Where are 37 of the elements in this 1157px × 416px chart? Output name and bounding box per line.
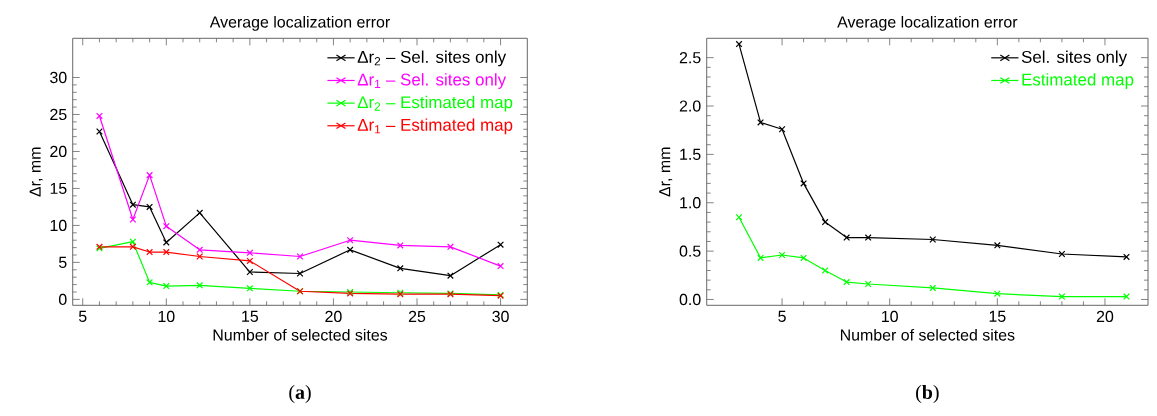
x-tick-label: 5 (778, 310, 786, 322)
y-tick-label: 1.0 (680, 197, 701, 209)
y-axis-title: Δr, mm (29, 147, 43, 197)
y-tick-label: 0.0 (679, 293, 701, 306)
x-tick-label: 30 (492, 310, 509, 323)
y-tick-label: 0.5 (679, 245, 701, 257)
y-tick-label: 1.5 (680, 148, 701, 160)
x-tick-label: 15 (242, 310, 259, 322)
x-tick-label: 25 (408, 310, 426, 323)
x-tick-label: 5 (78, 310, 87, 322)
legend-label: Estimated map (1022, 73, 1134, 89)
x-axis-title: Number of selected sites (840, 328, 1015, 341)
legend-label: Δr$_{2}$ – Sel. sites only (357, 50, 507, 67)
x-tick-label: 10 (882, 310, 898, 323)
legend-label: Δr$_{1}$ – Estimated map (357, 118, 513, 135)
y-axis-title: Δr, mm (659, 147, 673, 197)
y-tick-label: 0 (58, 293, 67, 306)
y-tick-label: 25 (50, 108, 67, 121)
chart-title: Average localization error (209, 15, 390, 31)
x-tick-label: 15 (989, 310, 1006, 322)
y-tick-label: 15 (50, 182, 67, 194)
x-tick-label: 20 (325, 310, 342, 323)
y-tick-label: 2.5 (679, 52, 701, 64)
text: (b) (916, 384, 939, 404)
x-tick-label: 10 (158, 310, 175, 323)
legend-label: Δr$_{1}$ – Sel. sites only (357, 73, 507, 89)
legend-label: Δr$_{2}$ – Estimated map (357, 95, 513, 112)
y-tick-label: 20 (50, 145, 67, 158)
chart-title: Average localization error (837, 15, 1018, 31)
y-tick-label: 5 (58, 256, 67, 268)
y-tick-label: 2.0 (679, 100, 701, 112)
legend-label: Sel. sites only (1021, 50, 1128, 67)
x-tick-label: 20 (1096, 310, 1114, 323)
x-axis-title: Number of selected sites (213, 328, 388, 341)
y-tick-label: 30 (50, 71, 67, 84)
text: (a) (289, 384, 311, 404)
y-tick-label: 10 (50, 219, 67, 232)
